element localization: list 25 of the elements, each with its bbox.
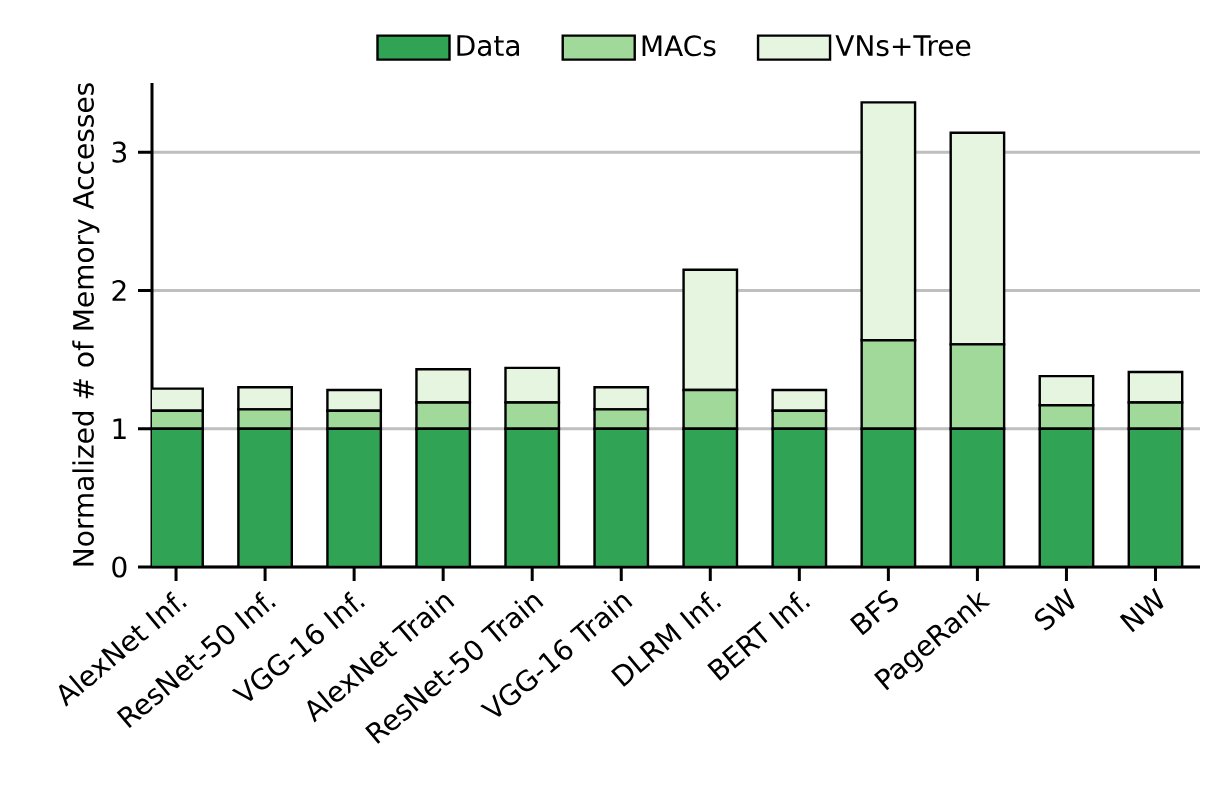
bar (1038, 427, 1095, 567)
bar (237, 427, 293, 567)
bar (682, 268, 739, 392)
legend-label: MACs (642, 35, 716, 57)
bar (860, 427, 917, 567)
bar (682, 388, 739, 430)
y-axis-title: Normalized # of Memory Accesses (72, 83, 100, 566)
legend-label: VNs+Tree (835, 35, 971, 57)
bar (1127, 427, 1184, 567)
bar (771, 427, 828, 567)
x-tick-label: NW (1119, 587, 1164, 633)
y-tick-label: 1 (113, 418, 126, 439)
bar (326, 427, 383, 567)
y-tick-label: 3 (112, 141, 127, 163)
bar (860, 339, 917, 430)
bar (593, 427, 650, 567)
bar (682, 427, 739, 567)
y-tick-label: 0 (112, 556, 127, 578)
legend-label: Data (457, 35, 520, 57)
bar (415, 427, 472, 567)
bar (949, 343, 1006, 430)
x-tick-label: SW (1034, 588, 1075, 631)
bar (949, 427, 1006, 567)
bar (504, 427, 561, 567)
y-tick-label: 2 (112, 280, 126, 301)
